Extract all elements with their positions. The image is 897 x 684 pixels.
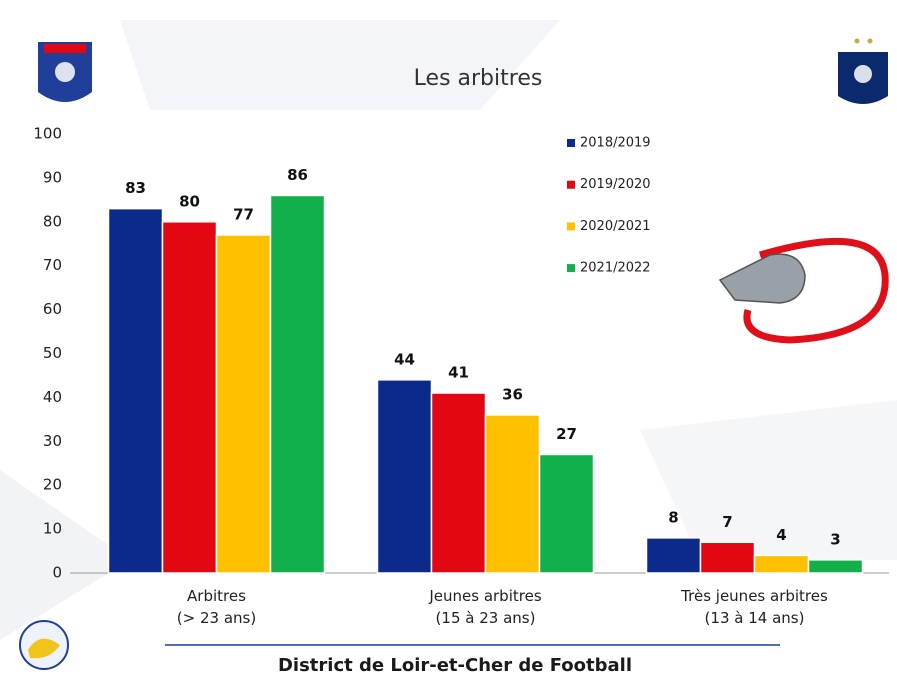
- y-tick-label: 30: [43, 432, 62, 450]
- bar: [215, 234, 272, 574]
- data-label: 36: [502, 385, 523, 403]
- data-label: 77: [233, 205, 254, 223]
- x-tick-label: Arbitres (> 23 ans): [176, 587, 257, 627]
- y-tick-label: 50: [43, 344, 62, 362]
- y-tick-label: 70: [43, 256, 62, 274]
- bar: [107, 207, 164, 574]
- bar: [645, 537, 702, 574]
- bar: [807, 559, 864, 574]
- bar: [430, 392, 487, 574]
- fff-logo: [838, 38, 888, 104]
- data-label: 7: [722, 513, 732, 531]
- legend-label: 2020/2021: [580, 219, 651, 234]
- bar: [269, 194, 326, 574]
- bar: [753, 554, 810, 574]
- legend-swatch: [567, 264, 575, 273]
- legend-label: 2018/2019: [580, 136, 651, 151]
- x-tick-label: Jeunes arbitres (15 à 23 ans): [429, 587, 542, 627]
- data-label: 83: [125, 179, 146, 197]
- legend-swatch: [567, 139, 575, 147]
- whistle-icon: [718, 237, 889, 344]
- bar: [484, 414, 541, 574]
- chart-title: Les arbitres: [414, 66, 543, 91]
- legend-label: 2019/2020: [580, 177, 651, 192]
- y-tick-label: 10: [43, 520, 62, 538]
- bg-shape: [640, 400, 897, 560]
- bar: [161, 221, 218, 574]
- bg-shape: [120, 20, 560, 110]
- bar: [538, 453, 595, 574]
- y-tick-label: 40: [43, 388, 62, 406]
- district-logo: [19, 620, 69, 670]
- legend-swatch: [567, 180, 575, 189]
- footer: District de Loir-et-Cher de Football: [278, 655, 632, 676]
- bar: [699, 541, 756, 574]
- x-tick-label: Très jeunes arbitres (13 à 14 ans): [681, 587, 828, 627]
- bg-shape: [0, 470, 130, 640]
- data-label: 86: [287, 166, 308, 184]
- legend-swatch: [567, 222, 575, 231]
- data-label: 44: [394, 350, 415, 368]
- league-logo: [38, 42, 92, 102]
- data-label: 4: [776, 526, 786, 544]
- y-tick-label: 60: [43, 300, 62, 318]
- bar: [376, 379, 433, 574]
- data-label: 3: [830, 530, 840, 548]
- legend-label: 2021/2022: [580, 261, 651, 276]
- data-label: 8: [668, 508, 678, 526]
- data-label: 27: [556, 425, 577, 443]
- y-tick-label: 90: [43, 168, 62, 186]
- data-label: 41: [448, 364, 469, 382]
- y-tick-label: 0: [52, 564, 62, 582]
- y-tick-label: 20: [43, 476, 62, 494]
- y-tick-label: 80: [43, 212, 62, 230]
- data-label: 80: [179, 192, 200, 210]
- y-tick-label: 100: [33, 125, 62, 143]
